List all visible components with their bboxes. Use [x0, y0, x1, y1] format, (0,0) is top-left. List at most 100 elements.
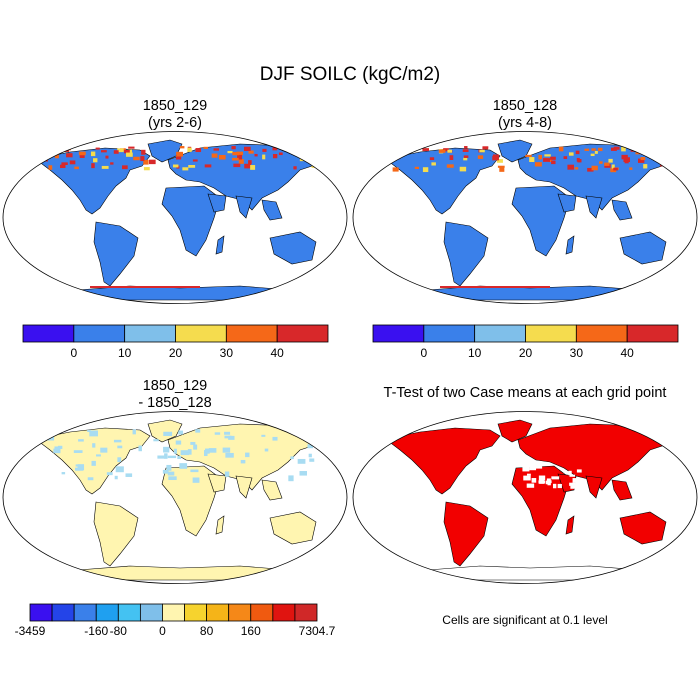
map-speckle	[621, 146, 626, 152]
colorbar-swatch	[626, 324, 679, 343]
madagascar-region	[565, 515, 575, 535]
map-speckle	[558, 146, 564, 152]
map-speckle	[422, 167, 429, 173]
map-speckle	[105, 155, 109, 159]
map-speckle	[459, 166, 467, 172]
colorbar-swatch	[117, 603, 141, 622]
map-speckle	[143, 159, 149, 165]
map-speckle	[193, 444, 198, 450]
colorbar-swatch	[272, 603, 296, 622]
map-speckle	[610, 167, 617, 173]
map-speckle	[167, 455, 177, 459]
greenland-region	[147, 419, 183, 443]
map-speckle	[550, 156, 556, 160]
map-speckle	[551, 160, 556, 165]
map-speckle	[132, 429, 136, 435]
map-speckle	[101, 150, 107, 153]
map-speckle	[567, 164, 574, 170]
map-speckle	[538, 475, 546, 480]
map-speckle	[307, 444, 314, 449]
map-speckle	[211, 153, 218, 158]
map-speckle	[127, 149, 133, 154]
map-speckle	[576, 469, 582, 473]
map-speckle	[244, 146, 251, 151]
map-speckle	[95, 147, 100, 150]
india-region	[585, 475, 603, 499]
map-speckle	[640, 156, 646, 161]
map-speckle	[236, 151, 244, 156]
map-speckle	[190, 441, 196, 445]
map-speckle	[290, 456, 294, 460]
map-speckle	[224, 471, 230, 477]
colorbar-tick-label: 20	[518, 346, 533, 360]
colorbar-tick-label: 7304.7	[298, 624, 336, 638]
map-speckle	[568, 152, 574, 156]
map-speckle	[262, 154, 266, 160]
colorbar-tick-label: 10	[467, 346, 482, 360]
colorbar-swatch	[139, 603, 163, 622]
map-speckle	[463, 155, 469, 158]
map-speckle	[526, 473, 531, 476]
australia-region	[619, 511, 667, 545]
panel-title-3-line1: 1850_129	[142, 378, 208, 394]
map-speckle	[643, 164, 648, 169]
map-speckle	[122, 165, 128, 170]
colorbar-tick-label: 0	[159, 624, 166, 638]
africa-region	[161, 185, 221, 257]
map-speckle	[496, 159, 503, 163]
colorbar-swatch	[372, 324, 425, 343]
map-speckle	[128, 146, 135, 149]
map-speckle	[232, 151, 240, 156]
map-speckle	[652, 146, 656, 150]
colorbar-tick-label: -160	[84, 624, 109, 638]
map-speckle	[168, 476, 177, 481]
map-speckle	[449, 155, 454, 160]
map-speckle	[89, 430, 98, 437]
south-america-region	[443, 501, 489, 567]
map-speckle	[482, 147, 489, 150]
map-speckle	[106, 472, 113, 476]
map-speckle	[308, 453, 312, 458]
map-speckle	[188, 165, 196, 168]
australia-region	[269, 231, 317, 265]
map-speckle	[179, 146, 185, 149]
map-speckle	[443, 148, 449, 152]
map-speckle	[552, 483, 557, 489]
map-speckle	[117, 457, 122, 463]
map-speckle	[124, 149, 130, 154]
colorbar-swatch	[175, 324, 227, 343]
colorbar-tick-label: 30	[219, 346, 233, 360]
map-speckle	[543, 158, 551, 162]
map-speckle	[477, 155, 484, 159]
map-speckle	[187, 449, 192, 455]
map-speckle	[192, 159, 198, 162]
map-speckle	[93, 158, 98, 163]
africa-region	[511, 185, 571, 257]
southeast-asia-region	[261, 479, 283, 501]
map-speckle	[668, 149, 675, 153]
map-speckle	[138, 445, 142, 452]
map-speckle	[462, 149, 469, 152]
map-speckle	[272, 436, 278, 441]
colorbar-swatch	[22, 324, 75, 343]
map-speckle	[575, 150, 580, 155]
colorbar-tick-label: 80	[199, 624, 214, 638]
map-speckle	[670, 154, 678, 159]
map-speckle	[178, 430, 184, 435]
map-speckle	[539, 479, 545, 484]
map-speckle	[195, 429, 201, 433]
map-speckle	[479, 149, 485, 153]
map-speckle	[87, 477, 94, 481]
map-border	[352, 131, 698, 304]
panel-title-4-line1: T-Test of two Case means at each grid po…	[383, 385, 667, 401]
map-speckle	[87, 429, 91, 432]
map-speckle	[577, 159, 582, 163]
colorbar-swatch	[474, 324, 526, 343]
map-speckle	[91, 460, 96, 466]
map-speckle	[114, 475, 118, 480]
colorbar-swatch	[206, 603, 230, 622]
map-speckle	[531, 478, 537, 483]
colorbar-swatch	[250, 603, 274, 622]
colorbar-swatch	[95, 603, 119, 622]
map-speckle	[629, 167, 633, 170]
